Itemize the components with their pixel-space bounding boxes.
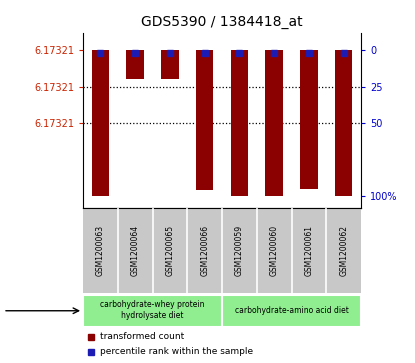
Text: GSM1200060: GSM1200060 [270,225,278,276]
Text: transformed count: transformed count [100,333,184,342]
Bar [83,295,222,326]
Text: percentile rank within the sample: percentile rank within the sample [100,347,253,356]
Bar [300,50,317,189]
Text: GSM1200061: GSM1200061 [305,225,313,276]
Text: GSM1200064: GSM1200064 [131,225,139,276]
Bar [266,50,283,196]
Title: GDS5390 / 1384418_at: GDS5390 / 1384418_at [141,15,303,29]
Text: GSM1200062: GSM1200062 [339,225,348,276]
Bar [335,50,352,196]
Text: GSM1200059: GSM1200059 [235,225,244,276]
Bar [92,50,109,196]
Bar [222,295,361,326]
Text: GSM1200065: GSM1200065 [166,225,174,276]
Text: carbohydrate-whey protein
hydrolysate diet: carbohydrate-whey protein hydrolysate di… [100,300,205,320]
Text: GSM1200063: GSM1200063 [96,225,105,276]
Bar [231,50,248,196]
Bar [127,50,144,79]
Text: carbohydrate-amino acid diet: carbohydrate-amino acid diet [234,306,349,315]
Text: GSM1200066: GSM1200066 [200,225,209,276]
Bar [161,50,178,79]
Bar [196,50,213,190]
